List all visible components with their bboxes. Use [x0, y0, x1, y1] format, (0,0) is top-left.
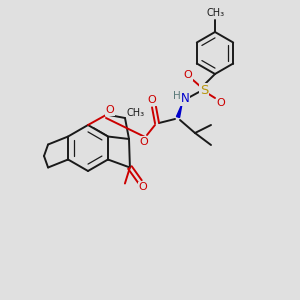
Text: CH₃: CH₃: [207, 8, 225, 18]
Text: O: O: [184, 70, 192, 80]
Text: O: O: [148, 95, 156, 105]
Text: CH₃: CH₃: [127, 108, 145, 118]
Text: O: O: [139, 182, 147, 193]
Text: O: O: [140, 137, 148, 147]
Text: O: O: [106, 105, 114, 115]
Text: N: N: [181, 92, 189, 106]
Polygon shape: [176, 104, 182, 118]
Text: O: O: [217, 98, 225, 108]
Text: H: H: [173, 91, 181, 101]
Text: S: S: [200, 83, 208, 97]
